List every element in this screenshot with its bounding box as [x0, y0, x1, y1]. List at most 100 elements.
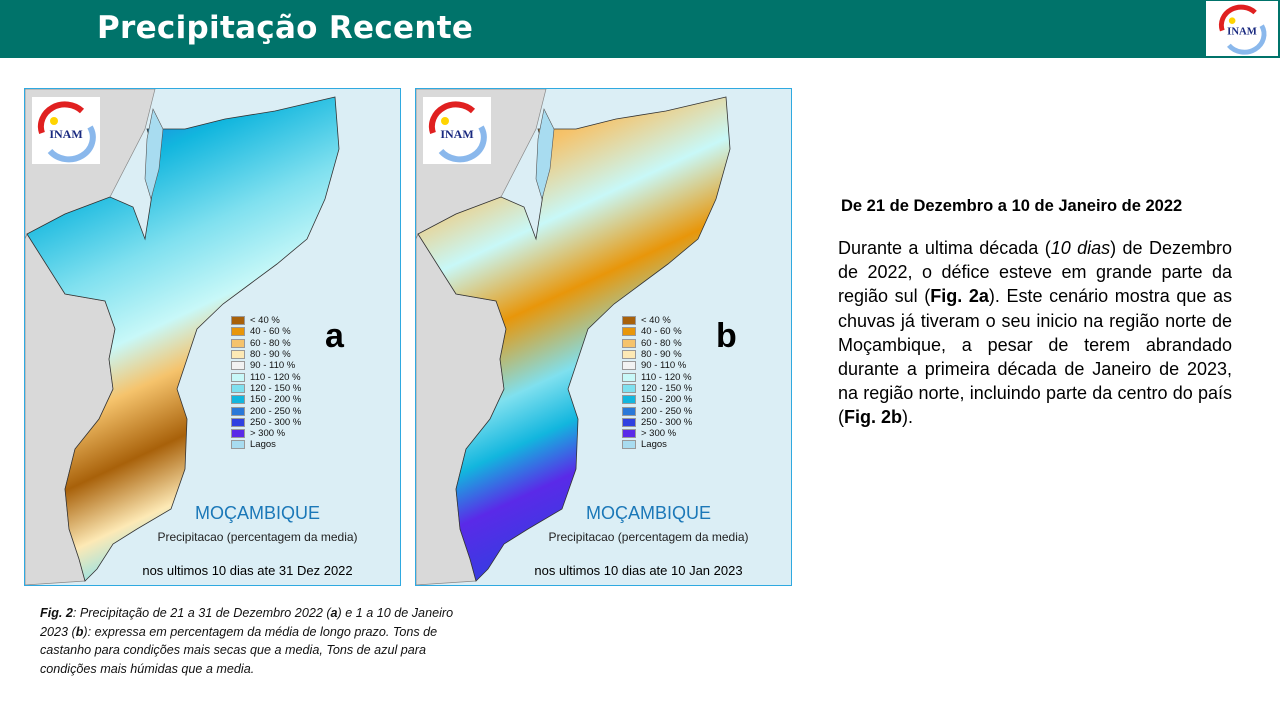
legend-item: > 300 % — [231, 428, 301, 439]
legend-swatch — [231, 440, 245, 450]
legend-label: > 300 % — [641, 428, 677, 440]
legend-swatch — [231, 429, 245, 439]
legend-item: Lagos — [622, 439, 692, 450]
text: ). Este cenário mostra que as chuvas já … — [838, 286, 1232, 428]
caption-text: ): expressa em percentagem da média de l… — [40, 624, 438, 676]
caption-text: : Precipitação de 21 a 31 de Dezembro 20… — [72, 606, 331, 620]
text: Durante a ultima década ( — [838, 238, 1051, 258]
legend-swatch — [622, 350, 636, 360]
page-title: Precipitação Recente — [97, 10, 474, 46]
map-letter: a — [325, 317, 344, 355]
legend-item: 250 - 300 % — [231, 417, 301, 428]
legend-label: 80 - 90 % — [641, 349, 682, 361]
header-bar: Precipitação Recente INAM — [0, 0, 1280, 58]
map-letter: b — [716, 317, 737, 355]
lake-niassa — [144, 108, 164, 201]
legend-item: 90 - 110 % — [622, 360, 692, 371]
text: ). — [902, 407, 913, 428]
legend-item: 250 - 300 % — [622, 417, 692, 428]
svg-text:INAM: INAM — [1227, 26, 1257, 38]
legend-item: 80 - 90 % — [231, 349, 301, 360]
legend-item: 60 - 80 % — [622, 338, 692, 349]
map-period: nos ultimos 10 dias ate 31 Dez 2022 — [142, 563, 353, 578]
legend-swatch — [231, 372, 245, 382]
inam-logo: INAM — [32, 97, 100, 164]
legend-label: Lagos — [250, 439, 276, 451]
legend-label: 250 - 300 % — [250, 416, 302, 428]
svg-text:INAM: INAM — [49, 127, 82, 141]
legend-item: < 40 % — [622, 315, 692, 326]
legend-swatch — [231, 395, 245, 405]
legend-label: < 40 % — [250, 315, 280, 327]
precipitation-map-a: INAM < 40 % 40 - 60 % 60 - 80 % 80 - 90 % 90… — [24, 88, 401, 586]
legend-swatch — [622, 429, 636, 439]
legend-item: 90 - 110 % — [231, 360, 301, 371]
legend-label: > 300 % — [250, 428, 286, 440]
map-country-title: MOÇAMBIQUE — [585, 503, 711, 523]
legend-label: 80 - 90 % — [250, 349, 291, 361]
legend-swatch — [622, 383, 636, 393]
legend-swatch — [622, 316, 636, 326]
legend-label: Lagos — [641, 439, 667, 451]
fig-ref: Fig. 2b — [844, 407, 902, 428]
legend-label: 90 - 110 % — [641, 360, 687, 372]
lake-niassa — [535, 108, 555, 201]
legend-swatch — [231, 327, 245, 337]
mozambique-area — [417, 96, 731, 582]
legend-label: 120 - 150 % — [641, 382, 693, 394]
caption-b: b — [75, 624, 84, 639]
legend-item: 200 - 250 % — [622, 405, 693, 417]
legend-swatch — [231, 350, 245, 360]
fig-ref: Fig. 2a — [930, 286, 989, 307]
legend-label: 110 - 120 % — [250, 371, 301, 383]
legend-label: 40 - 60 % — [641, 326, 682, 338]
legend-item: 110 - 120 % — [622, 371, 692, 383]
legend-item: > 300 % — [622, 428, 692, 439]
legend-item: 120 - 150 % — [622, 383, 692, 394]
legend-swatch — [622, 361, 636, 371]
legend-swatch — [231, 316, 245, 326]
legend-label: 90 - 110 % — [250, 360, 296, 372]
legend-swatch — [622, 372, 636, 382]
legend-item: < 40 % — [231, 315, 301, 326]
legend-swatch — [622, 417, 636, 427]
legend-label: 150 - 200 % — [250, 394, 302, 406]
legend-item: 200 - 250 % — [231, 405, 302, 417]
legend-swatch — [231, 383, 245, 393]
legend-swatch — [231, 338, 245, 348]
svg-text:INAM: INAM — [440, 127, 473, 141]
inam-logo: INAM — [1206, 1, 1278, 56]
legend-label: 110 - 120 % — [641, 371, 692, 383]
legend-label: 200 - 250 % — [250, 405, 302, 417]
legend-item: 40 - 60 % — [622, 326, 692, 337]
legend-swatch — [231, 361, 245, 371]
map-legend: < 40 % 40 - 60 % 60 - 80 % 80 - 90 % 90 - 11… — [622, 315, 692, 451]
legend-label: 40 - 60 % — [250, 326, 291, 338]
legend-label: 150 - 200 % — [641, 394, 693, 406]
legend-label: 250 - 300 % — [641, 416, 693, 428]
legend-item: 80 - 90 % — [622, 349, 692, 360]
legend-item: 150 - 200 % — [231, 394, 301, 405]
legend-swatch — [622, 338, 636, 348]
legend-label: 60 - 80 % — [641, 337, 682, 349]
legend-item: 120 - 150 % — [231, 383, 301, 394]
mozambique-area — [26, 96, 340, 582]
map-shape — [25, 89, 340, 585]
legend-swatch — [622, 327, 636, 337]
legend-label: < 40 % — [641, 315, 671, 327]
map-legend: < 40 % 40 - 60 % 60 - 80 % 80 - 90 % 90 - 11… — [231, 315, 301, 451]
legend-item: 40 - 60 % — [231, 326, 301, 337]
caption-fig-label: Fig. 2 — [40, 606, 73, 620]
legend-swatch — [622, 440, 636, 450]
figure-caption: Fig. 2: Precipitação de 21 a 31 de Dezem… — [40, 604, 470, 678]
legend-label: 200 - 250 % — [641, 405, 693, 417]
legend-item: 60 - 80 % — [231, 338, 301, 349]
legend-item: 110 - 120 % — [231, 371, 301, 383]
map-country-title: MOÇAMBIQUE — [194, 503, 320, 523]
caption-text: ) e 1 a 10 de Janeiro 2023 ( — [40, 606, 454, 639]
text: ) de Dezembro de 2022, o défice esteve e… — [838, 238, 1232, 307]
summary-paragraph: Durante a ultima década (10 dias) de Dez… — [838, 236, 1232, 430]
legend-item: Lagos — [231, 439, 301, 450]
caption-a: a — [330, 606, 338, 620]
precipitation-map-b: INAM < 40 % 40 - 60 % 60 - 80 % 80 - 90 % 90… — [415, 88, 792, 586]
